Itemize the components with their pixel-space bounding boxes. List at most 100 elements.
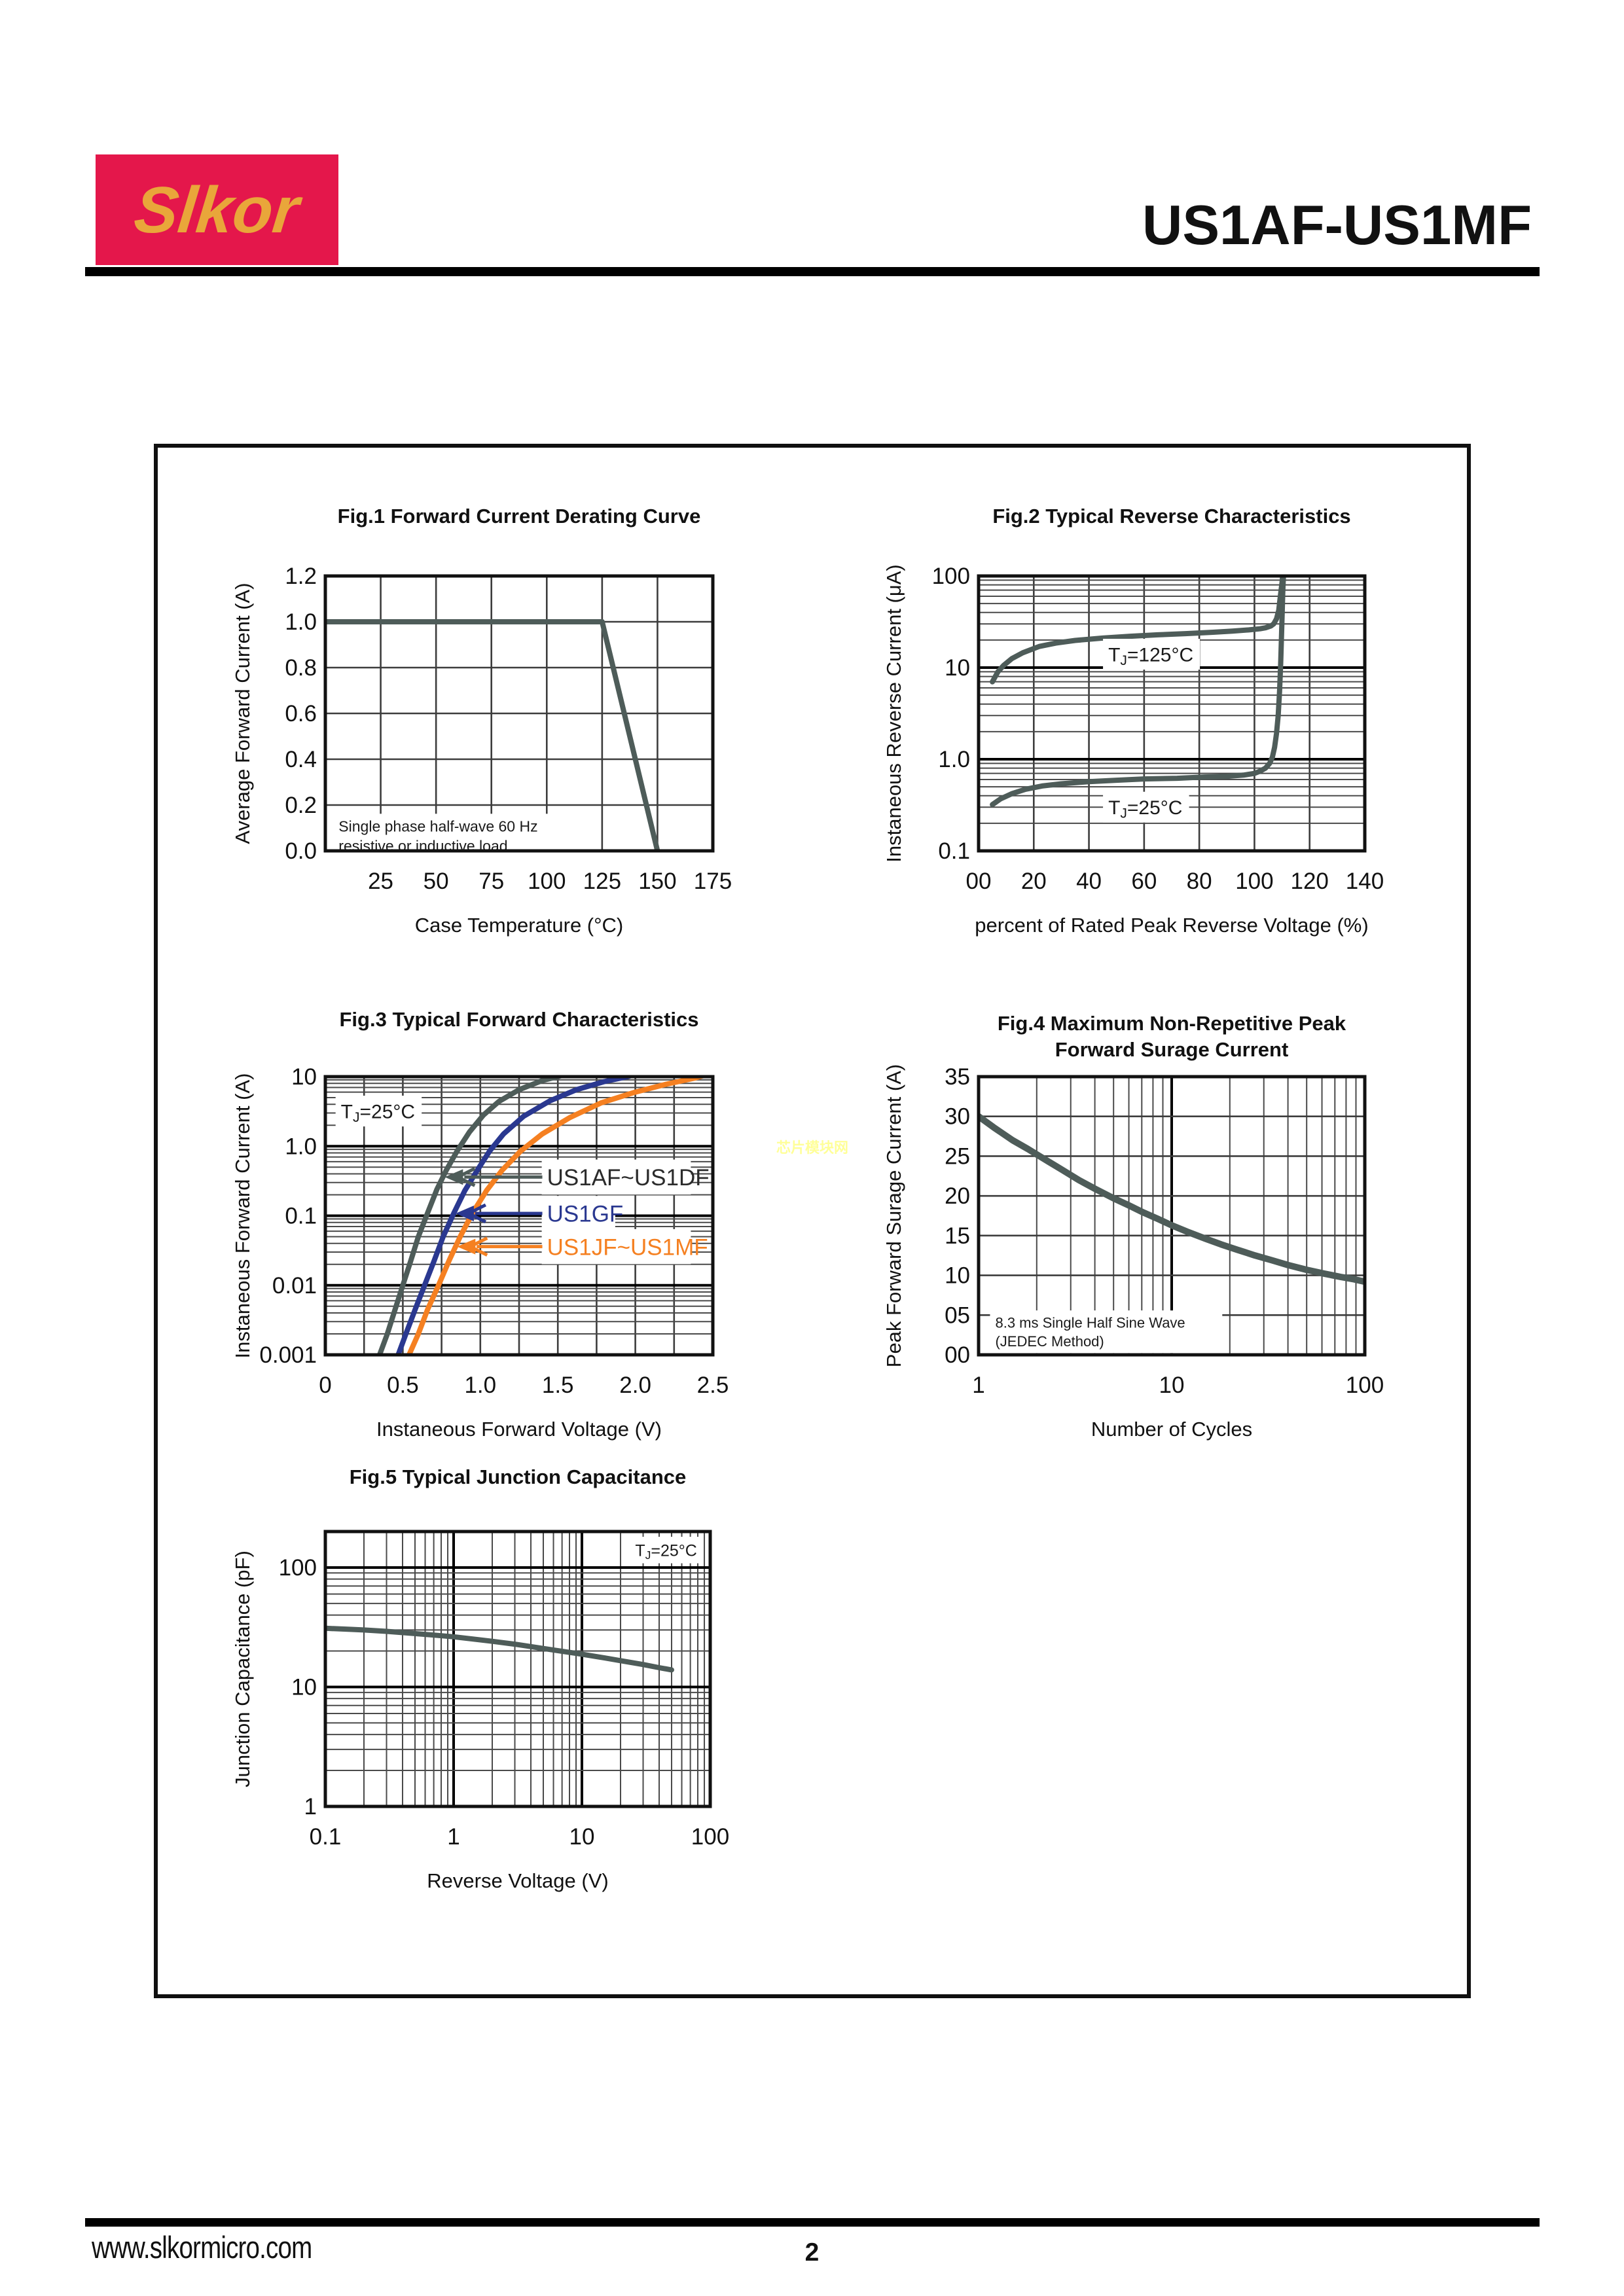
svg-text:0.5: 0.5	[387, 1372, 419, 1398]
svg-text:100: 100	[1346, 1372, 1384, 1398]
svg-text:15: 15	[945, 1223, 970, 1249]
svg-text:Single phase half-wave 60 Hz: Single phase half-wave 60 Hz	[338, 818, 537, 835]
svg-text:0.2: 0.2	[285, 793, 317, 818]
svg-text:1.5: 1.5	[542, 1372, 574, 1398]
svg-text:175: 175	[694, 869, 732, 894]
svg-text:10: 10	[291, 1674, 317, 1700]
svg-text:0.0: 0.0	[285, 838, 317, 864]
svg-text:50: 50	[424, 869, 449, 894]
svg-text:100: 100	[528, 869, 566, 894]
series-us1jf-us1mf	[406, 1077, 708, 1355]
svg-text:100: 100	[279, 1555, 317, 1581]
svg-text:TJ=25°C: TJ=25°C	[635, 1541, 696, 1562]
series-us1af-us1df	[376, 1077, 567, 1355]
svg-text:10: 10	[569, 1824, 595, 1850]
part-number-title: US1AF-US1MF	[1142, 194, 1532, 257]
series-reverse-current-tj-25c	[990, 576, 1286, 808]
svg-text:25: 25	[945, 1143, 970, 1169]
svg-text:0.4: 0.4	[285, 747, 317, 772]
svg-text:Instaneous Reverse Current (μA: Instaneous Reverse Current (μA)	[882, 564, 905, 863]
svg-text:Fig.3 Typical Forward Charact: Fig.3 Typical Forward Characteristics	[340, 1008, 699, 1031]
svg-text:100: 100	[932, 564, 970, 589]
svg-text:1: 1	[972, 1372, 984, 1398]
svg-text:0.1: 0.1	[310, 1824, 342, 1850]
svg-text:75: 75	[478, 869, 504, 894]
svg-text:1: 1	[304, 1794, 317, 1820]
svg-text:Fig.4 Maximum Non-Repetitive: Fig.4 Maximum Non-Repetitive Peak	[998, 1012, 1346, 1035]
svg-text:25: 25	[368, 869, 393, 894]
svg-text:0.1: 0.1	[938, 838, 970, 864]
svg-text:US1AF~US1DF: US1AF~US1DF	[547, 1165, 710, 1191]
svg-text:TJ=25°C: TJ=25°C	[341, 1101, 415, 1124]
svg-text:120: 120	[1291, 869, 1329, 894]
svg-text:150: 150	[638, 869, 676, 894]
page-number: 2	[804, 2238, 820, 2267]
svg-text:0.001: 0.001	[259, 1342, 317, 1368]
fig2-chart: TJ=125°C TJ=25°C 00 20 40 60 80 100 120 140 100 10 1…	[882, 505, 1384, 937]
svg-text:100: 100	[1235, 869, 1273, 894]
svg-text:Forward Surage Current: Forward Surage Current	[1055, 1038, 1289, 1061]
svg-text:40: 40	[1076, 869, 1102, 894]
svg-text:0.01: 0.01	[272, 1273, 317, 1299]
svg-text:00: 00	[966, 869, 992, 894]
svg-text:125: 125	[583, 869, 621, 894]
svg-text:1.0: 1.0	[285, 609, 317, 635]
svg-text:Case Temperature (°C): Case Temperature (°C)	[415, 914, 624, 937]
svg-text:2.0: 2.0	[619, 1372, 651, 1398]
svg-text:Peak Forward Surage Current (A: Peak Forward Surage Current (A)	[882, 1064, 905, 1367]
svg-text:30: 30	[945, 1104, 970, 1130]
svg-text:Fig.2 Typical Reverse Charact: Fig.2 Typical Reverse Characteristics	[992, 505, 1350, 528]
series-average-forward-current	[325, 619, 660, 851]
footer-rule	[85, 2218, 1540, 2227]
svg-text:35: 35	[945, 1064, 970, 1090]
fig1-forward-current-derating-curve-panel: Single phase half-wave 60 Hz resistive or…	[175, 488, 837, 949]
slkor-logo: Slkor	[96, 154, 338, 265]
svg-text:Fig.5 Typical Junction Capaci: Fig.5 Typical Junction Capacitance	[350, 1465, 687, 1488]
fig3-chart: TJ=25°C US1AF~US1DF US1GF US1JF~US1MF 0 0.5 1.…	[231, 1008, 729, 1441]
svg-text:0.6: 0.6	[285, 701, 317, 726]
svg-text:Instaneous Forward Voltage (V): Instaneous Forward Voltage (V)	[376, 1418, 662, 1441]
svg-text:10: 10	[945, 1263, 970, 1289]
svg-text:1.2: 1.2	[285, 564, 317, 589]
svg-text:10: 10	[291, 1064, 317, 1090]
fig2-typical-reverse-characteristics-panel: TJ=125°C TJ=25°C 00 20 40 60 80 100 120 140 100 10 1…	[827, 488, 1488, 949]
svg-text:10: 10	[1159, 1372, 1185, 1398]
svg-text:TJ=125°C: TJ=125°C	[1108, 644, 1193, 668]
svg-text:80: 80	[1187, 869, 1212, 894]
svg-text:US1GF: US1GF	[547, 1202, 624, 1227]
svg-text:100: 100	[691, 1824, 729, 1850]
header-rule	[85, 267, 1540, 276]
svg-text:140: 140	[1346, 869, 1384, 894]
website-text: www.slkormicro.com	[92, 2230, 312, 2265]
svg-text:Reverse Voltage (V): Reverse Voltage (V)	[427, 1869, 608, 1892]
svg-text:20: 20	[1021, 869, 1047, 894]
svg-text:05: 05	[945, 1302, 970, 1328]
fig5-typical-junction-capacitance-panel: TJ=25°C 0.1 1 10 100 100 10 1 Reverse Voltage (V…	[175, 1443, 837, 1947]
svg-text:1.0: 1.0	[285, 1134, 317, 1159]
fig4-chart: 8.3 ms Single Half Sine Wave (JEDEC Metho…	[882, 1012, 1384, 1441]
svg-text:TJ=25°C: TJ=25°C	[1108, 797, 1182, 821]
svg-text:(JEDEC Method): (JEDEC Method)	[995, 1333, 1104, 1350]
svg-text:0: 0	[319, 1372, 331, 1398]
svg-text:Fig.1 Forward Current Deratin: Fig.1 Forward Current Derating Curve	[338, 505, 701, 528]
watermark-text: 芯片模块网	[776, 1139, 849, 1156]
svg-text:8.3 ms Single Half Sine Wave: 8.3 ms Single Half Sine Wave	[995, 1314, 1185, 1331]
series-reverse-current-tj-125c	[990, 576, 1286, 685]
svg-text:1: 1	[447, 1824, 460, 1850]
svg-text:Number of Cycles: Number of Cycles	[1091, 1418, 1252, 1441]
series-peak-surge-current	[979, 1113, 1365, 1285]
fig3-typical-forward-characteristics-panel: TJ=25°C US1AF~US1DF US1GF US1JF~US1MF 0 0.5 1.…	[175, 988, 837, 1456]
svg-text:10: 10	[945, 655, 970, 681]
svg-text:1.0: 1.0	[464, 1372, 496, 1398]
svg-text:2.5: 2.5	[697, 1372, 729, 1398]
svg-text:0.1: 0.1	[285, 1204, 317, 1229]
svg-text:Average Forward Current (A): Average Forward Current (A)	[231, 583, 254, 844]
svg-text:1.0: 1.0	[938, 747, 970, 772]
svg-text:00: 00	[945, 1342, 970, 1368]
svg-text:US1JF~US1MF: US1JF~US1MF	[547, 1234, 708, 1260]
svg-text:Junction Capacitance (pF): Junction Capacitance (pF)	[231, 1551, 254, 1787]
slkor-logo-text: Slkor	[131, 173, 303, 247]
series-junction-capacitance	[325, 1625, 674, 1673]
